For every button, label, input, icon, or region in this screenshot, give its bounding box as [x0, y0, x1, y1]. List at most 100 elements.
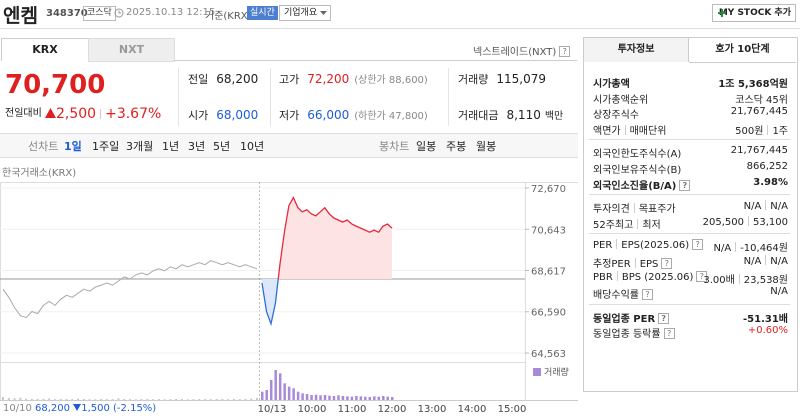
info-label-part: 투자의견: [593, 204, 630, 216]
help-icon[interactable]: ?: [692, 239, 704, 251]
period-option[interactable]: 5년: [213, 140, 231, 153]
nxt-link[interactable]: 넥스트레이드(NXT)?: [473, 43, 571, 58]
volume-bar: [186, 399, 189, 400]
change-row: 전일대비 2,500 +3.67%: [5, 104, 161, 122]
period-bar: [0, 133, 578, 158]
volume-bar: [19, 397, 22, 400]
stat: 거래대금 8,110 백만: [458, 107, 563, 123]
volume-bar: [30, 399, 33, 400]
tab-invest[interactable]: 투자정보: [584, 38, 689, 62]
group-divider: [589, 139, 790, 141]
stat-value: 72,200: [307, 72, 350, 86]
stat-value: 115,079: [496, 72, 546, 86]
volume-bar: [105, 399, 108, 400]
dropdown-icon: [320, 11, 328, 15]
volume-bar: [278, 373, 282, 400]
volume-bar: [100, 399, 103, 400]
price: 70,700: [5, 70, 106, 100]
info-label-part: EPS: [639, 259, 659, 270]
info-value-part: N/A: [770, 286, 788, 298]
info-value-part: 21,767,445: [730, 106, 788, 118]
info-value: 500원 1주: [735, 122, 788, 137]
info-value: N/A N/A: [744, 255, 788, 267]
info-label-part: 동일업종 등락률: [593, 329, 661, 341]
volume-bar: [391, 397, 394, 400]
help-icon[interactable]: ?: [663, 328, 675, 340]
period-option[interactable]: 10년: [240, 140, 265, 153]
company-button[interactable]: 기업개요: [279, 5, 332, 21]
group-divider: [589, 303, 790, 305]
period-option[interactable]: 3년: [188, 140, 206, 153]
info-label-part: 매매단위: [629, 125, 667, 137]
x-tick-label: 11:00: [338, 404, 367, 415]
tab-krx[interactable]: KRX: [1, 38, 89, 61]
volume-bar: [36, 398, 39, 400]
help-icon[interactable]: ?: [658, 312, 670, 324]
help-icon[interactable]: ?: [642, 289, 653, 301]
info-value: 3.00배 23,538원: [703, 271, 788, 286]
period-option[interactable]: 1주일: [92, 140, 120, 153]
info-value-part: 500원: [735, 125, 764, 137]
y-tick-label: 66,590: [531, 308, 566, 319]
volume-bar: [227, 399, 230, 400]
info-value-part: N/A: [743, 201, 762, 213]
clock-icon: [114, 8, 124, 18]
stat-value: 68,000: [216, 108, 259, 122]
info-label-part: 최저: [642, 219, 661, 231]
info-value: 21,767,445: [731, 145, 788, 156]
volume-bar: [71, 399, 74, 400]
info-label-part: 외국인보유주식수(B): [593, 165, 682, 176]
separator: [616, 239, 618, 250]
volume-bar: [250, 398, 253, 400]
candle-option[interactable]: 일봉: [416, 140, 437, 153]
info-value-part: N/A: [743, 256, 762, 267]
separator: [748, 215, 749, 226]
tab-orderbook[interactable]: 호가 10단계: [689, 38, 796, 63]
period-option[interactable]: 3개월: [126, 140, 154, 153]
info-label-part: PER: [593, 240, 613, 252]
nxt-link-text[interactable]: 넥스트레이드(NXT): [473, 47, 557, 58]
info-label: 외국인소진율(B/A)?: [593, 177, 691, 192]
info-label-part: 상장주식수: [593, 110, 639, 122]
info-value-part: 3.00배: [703, 274, 735, 286]
stat-label: 거래량: [458, 73, 489, 86]
info-label: 배당수익률?: [593, 286, 653, 301]
volume-bar: [269, 380, 273, 400]
stat-label: 전일: [188, 73, 209, 86]
tab-nxt[interactable]: NXT: [88, 38, 175, 62]
info-value-part: -10,464원: [740, 243, 788, 255]
help-icon[interactable]: ?: [661, 258, 673, 269]
prev-close: 68,200: [35, 403, 71, 414]
group-divider: [589, 194, 790, 196]
info-value: N/A: [770, 286, 788, 297]
volume-bar: [296, 391, 300, 400]
volume-legend-swatch: [533, 368, 541, 376]
volume-bar: [364, 396, 367, 400]
info-value-part: N/A: [713, 243, 732, 255]
info-label: 동일업종 등락률?: [593, 325, 675, 340]
stat-divider: [178, 68, 179, 126]
mystock-button[interactable]: MY STOCK 추가: [712, 4, 796, 22]
volume-bar: [123, 399, 126, 400]
separator: [634, 258, 636, 268]
help-icon[interactable]: ?: [696, 270, 708, 282]
separator: [624, 124, 626, 135]
volume-bar: [42, 399, 45, 400]
volume-bar: [82, 399, 85, 400]
company-button-text[interactable]: 기업개요: [284, 8, 318, 18]
basis: 기준(KRX 장중): [205, 11, 274, 22]
mystock-text[interactable]: MY STOCK 추가: [718, 8, 791, 18]
info-value: N/A -10,464원: [713, 239, 788, 254]
candle-option[interactable]: 주봉: [446, 140, 467, 153]
prev-summary: 10/10 68,200 1,500 (-2.15%): [3, 403, 156, 414]
volume-bar: [13, 398, 16, 400]
period-option[interactable]: 1년: [162, 140, 180, 153]
help-icon[interactable]: ?: [559, 46, 571, 57]
stat-unit: 백만: [544, 111, 564, 122]
help-icon[interactable]: ?: [679, 179, 691, 191]
stat-value: 68,200: [216, 72, 259, 86]
volume-bar: [215, 398, 218, 400]
candle-option[interactable]: 월봉: [476, 140, 497, 153]
period-option[interactable]: 1일: [64, 140, 82, 153]
